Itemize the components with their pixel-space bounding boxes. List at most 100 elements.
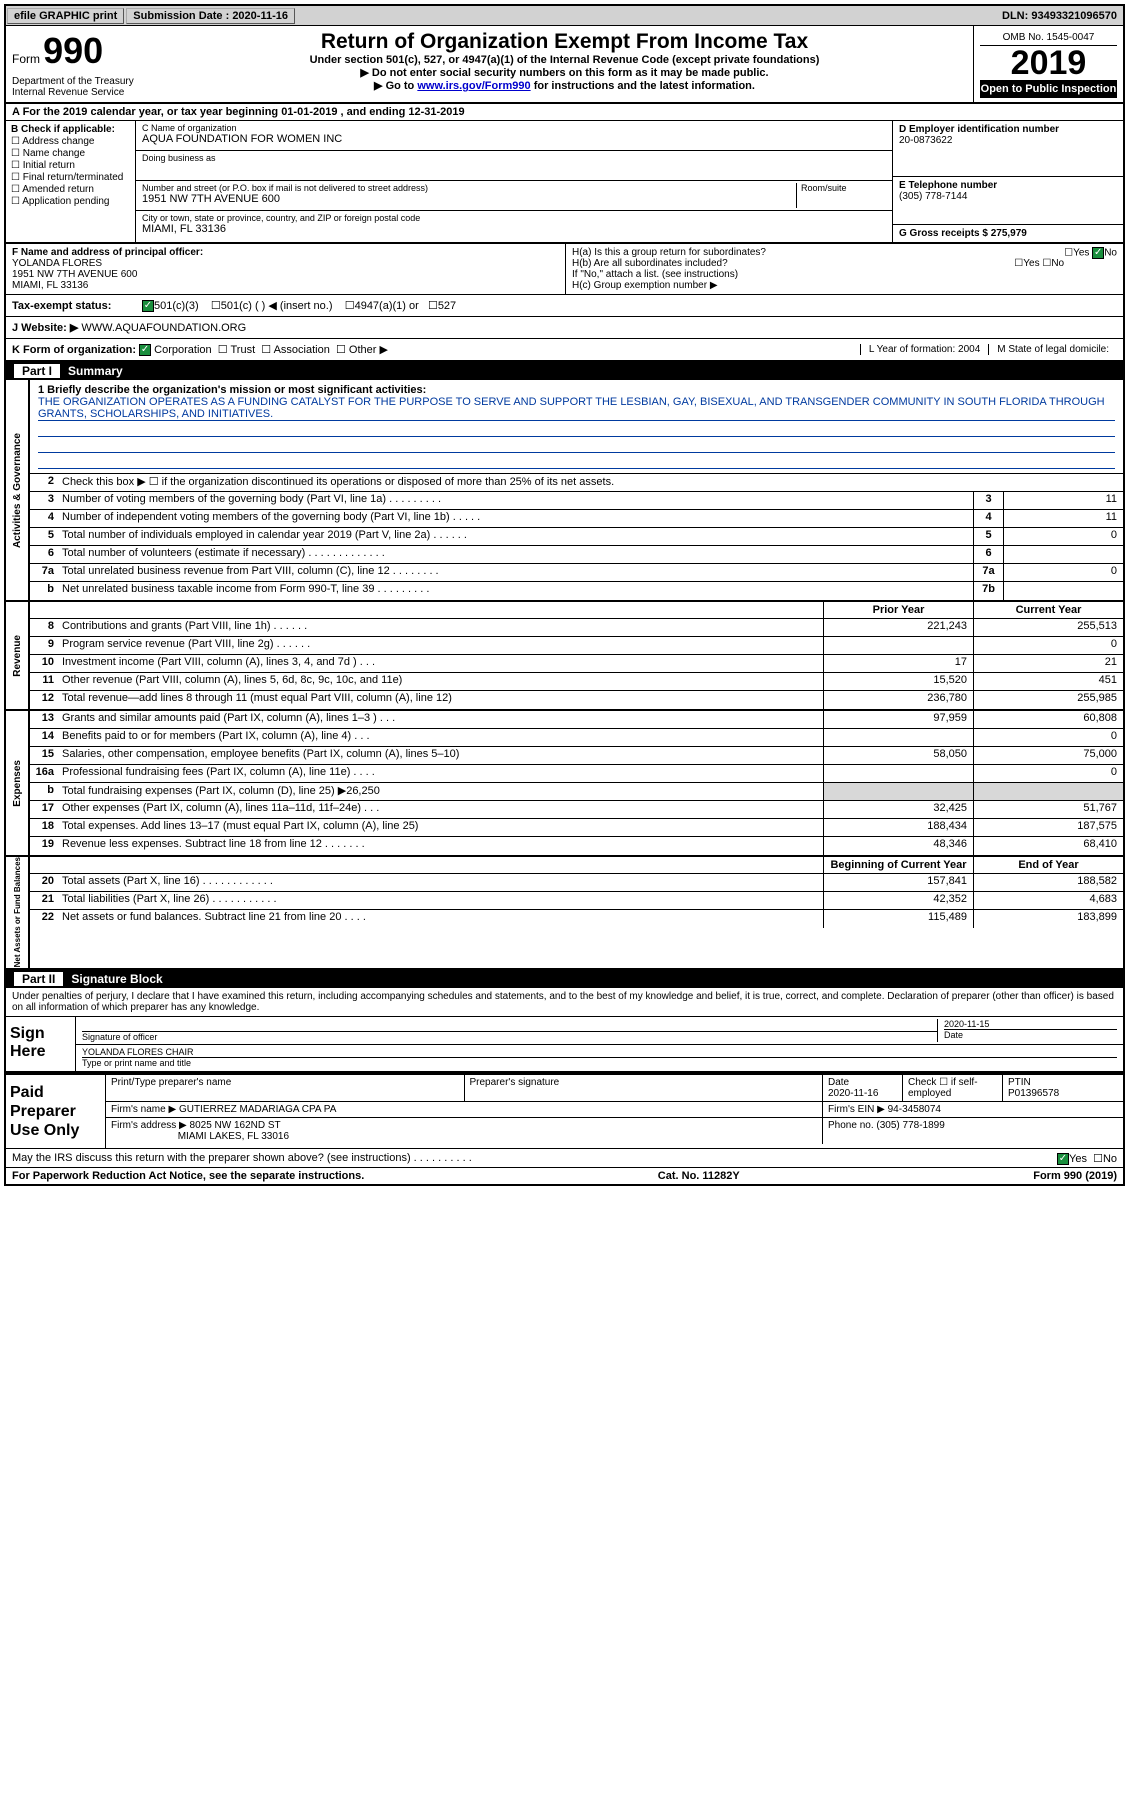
vtab-revenue: Revenue bbox=[6, 602, 30, 709]
hc-row: H(c) Group exemption number ▶ bbox=[572, 280, 1117, 291]
line-20: 20Total assets (Part X, line 16) . . . .… bbox=[30, 874, 1123, 892]
cb-amended[interactable]: ☐ Amended return bbox=[11, 184, 130, 195]
line-7a: 7aTotal unrelated business revenue from … bbox=[30, 564, 1123, 582]
mission-label: 1 Briefly describe the organization's mi… bbox=[38, 384, 1115, 396]
firm-name-cell: Firm's name ▶ GUTIERREZ MADARIAGA CPA PA bbox=[106, 1102, 823, 1117]
addr-row: Number and street (or P.O. box if mail i… bbox=[136, 181, 892, 211]
ha-label: H(a) Is this a group return for subordin… bbox=[572, 247, 766, 258]
end-year-header: End of Year bbox=[973, 857, 1123, 873]
hb-note: If "No," attach a list. (see instruction… bbox=[572, 269, 1117, 280]
subtitle3-pre: ▶ Go to bbox=[374, 80, 417, 92]
prior-year-header: Prior Year bbox=[823, 602, 973, 618]
efile-button[interactable]: efile GRAPHIC print bbox=[7, 8, 124, 24]
preparer-label: Paid Preparer Use Only bbox=[6, 1075, 106, 1149]
col-header: Prior Year Current Year bbox=[30, 602, 1123, 619]
street-address: 1951 NW 7TH AVENUE 600 bbox=[142, 193, 796, 205]
titlebar: Form 990 Department of the Treasury Inte… bbox=[6, 26, 1123, 104]
line-19: 19Revenue less expenses. Subtract line 1… bbox=[30, 837, 1123, 855]
block-right: D Employer identification number 20-0873… bbox=[893, 121, 1123, 242]
revenue-section: Revenue Prior Year Current Year 8Contrib… bbox=[6, 602, 1123, 711]
gross-cell: G Gross receipts $ 275,979 bbox=[893, 225, 1123, 242]
line-22: 22Net assets or fund balances. Subtract … bbox=[30, 910, 1123, 928]
block-f-label: F Name and address of principal officer: bbox=[12, 247, 559, 258]
cat-number: Cat. No. 11282Y bbox=[658, 1170, 740, 1182]
part1-header: Part I Summary bbox=[6, 362, 1123, 380]
website-row: J Website: ▶ WWW.AQUAFOUNDATION.ORG bbox=[6, 317, 1123, 339]
year-formation: L Year of formation: 2004 bbox=[860, 344, 988, 355]
line-17: 17Other expenses (Part IX, column (A), l… bbox=[30, 801, 1123, 819]
website-value: WWW.AQUAFOUNDATION.ORG bbox=[81, 322, 246, 334]
org-name: AQUA FOUNDATION FOR WOMEN INC bbox=[142, 133, 886, 145]
ts-o3: 4947(a)(1) or bbox=[355, 300, 419, 312]
ha-row: H(a) Is this a group return for subordin… bbox=[572, 247, 1117, 258]
officer-name: YOLANDA FLORES bbox=[12, 258, 559, 269]
form-number: 990 bbox=[43, 30, 103, 71]
cb-final[interactable]: ☐ Final return/terminated bbox=[11, 172, 130, 183]
check-icon: ✓ bbox=[139, 344, 151, 356]
part1-num: Part I bbox=[14, 364, 60, 378]
line-18: 18Total expenses. Add lines 13–17 (must … bbox=[30, 819, 1123, 837]
form-word: Form bbox=[12, 52, 40, 66]
room-label: Room/suite bbox=[801, 183, 886, 193]
prep-row-2: Firm's name ▶ GUTIERREZ MADARIAGA CPA PA… bbox=[106, 1102, 1123, 1118]
title-right: OMB No. 1545-0047 2019 Open to Public In… bbox=[973, 26, 1123, 102]
line-21: 21Total liabilities (Part X, line 26) . … bbox=[30, 892, 1123, 910]
dba-row: Doing business as bbox=[136, 151, 892, 181]
blank-line bbox=[38, 453, 1115, 469]
tax-year: 2019 bbox=[980, 46, 1117, 80]
officer-name-value: YOLANDA FLORES CHAIR bbox=[82, 1047, 1117, 1057]
cb-name-change[interactable]: ☐ Name change bbox=[11, 148, 130, 159]
form-of-org-row: K Form of organization: ✓ Corporation ☐ … bbox=[6, 339, 1123, 362]
ts-o1: 501(c)(3) bbox=[154, 300, 199, 312]
footer: For Paperwork Reduction Act Notice, see … bbox=[6, 1167, 1123, 1184]
officer-addr2: MIAMI, FL 33136 bbox=[12, 280, 559, 291]
ein-value: 20-0873622 bbox=[899, 135, 1117, 146]
form990-link[interactable]: www.irs.gov/Form990 bbox=[417, 80, 530, 92]
prep-sig-label: Preparer's signature bbox=[465, 1075, 824, 1101]
hb-row: H(b) Are all subordinates included? ☐Yes… bbox=[572, 258, 1117, 269]
header-grid: B Check if applicable: ☐ Address change … bbox=[6, 121, 1123, 244]
check-icon: ✓ bbox=[1092, 247, 1104, 259]
topbar: efile GRAPHIC print Submission Date : 20… bbox=[6, 6, 1123, 26]
department: Department of the Treasury Internal Reve… bbox=[12, 76, 150, 98]
block-h: H(a) Is this a group return for subordin… bbox=[566, 244, 1123, 294]
org-name-row: C Name of organization AQUA FOUNDATION F… bbox=[136, 121, 892, 151]
line-11: 11Other revenue (Part VIII, column (A), … bbox=[30, 673, 1123, 691]
cb-addr-change[interactable]: ☐ Address change bbox=[11, 136, 130, 147]
submission-button[interactable]: Submission Date : 2020-11-16 bbox=[126, 8, 295, 24]
line-5: 5Total number of individuals employed in… bbox=[30, 528, 1123, 546]
vtab-expenses: Expenses bbox=[6, 711, 30, 855]
cb-initial[interactable]: ☐ Initial return bbox=[11, 160, 130, 171]
date-label: Date bbox=[944, 1029, 1117, 1040]
preparer-section: Paid Preparer Use Only Print/Type prepar… bbox=[6, 1073, 1123, 1149]
part2-title: Signature Block bbox=[71, 972, 162, 986]
firm-addr-cell: Firm's address ▶ 8025 NW 162ND ST MIAMI … bbox=[106, 1118, 823, 1144]
line-15: 15Salaries, other compensation, employee… bbox=[30, 747, 1123, 765]
firm-ein-cell: Firm's EIN ▶ 94-3458074 bbox=[823, 1102, 1123, 1117]
cb-pending[interactable]: ☐ Application pending bbox=[11, 196, 130, 207]
netassets-section: Net Assets or Fund Balances Beginning of… bbox=[6, 857, 1123, 969]
check-icon: ✓ bbox=[142, 300, 154, 312]
prep-row-1: Print/Type preparer's name Preparer's si… bbox=[106, 1075, 1123, 1102]
line-7b: bNet unrelated business taxable income f… bbox=[30, 582, 1123, 600]
ts-o2: 501(c) ( ) ◀ (insert no.) bbox=[221, 299, 333, 312]
sig-date-value: 2020-11-15 bbox=[944, 1019, 1117, 1029]
line-2: 2Check this box ▶ ☐ if the organization … bbox=[30, 474, 1123, 492]
phone-cell: E Telephone number (305) 778-7144 bbox=[893, 177, 1123, 225]
part2-header: Part II Signature Block bbox=[6, 970, 1123, 988]
line-6: 6Total number of volunteers (estimate if… bbox=[30, 546, 1123, 564]
declaration-text: Under penalties of perjury, I declare th… bbox=[6, 988, 1123, 1016]
block-b-label: B Check if applicable: bbox=[11, 124, 130, 135]
name-label: C Name of organization bbox=[142, 123, 886, 133]
blank-line bbox=[38, 421, 1115, 437]
dln-label: DLN: 93493321096570 bbox=[996, 10, 1123, 22]
line-9: 9Program service revenue (Part VIII, lin… bbox=[30, 637, 1123, 655]
current-year-header: Current Year bbox=[973, 602, 1123, 618]
phone-value: (305) 778-7144 bbox=[899, 191, 1117, 202]
type-name-label: Type or print name and title bbox=[82, 1057, 1117, 1068]
subtitle3: ▶ Go to www.irs.gov/Form990 for instruct… bbox=[162, 79, 967, 92]
title-center: Return of Organization Exempt From Incom… bbox=[156, 26, 973, 102]
self-employed-cell: Check ☐ if self-employed bbox=[903, 1075, 1003, 1101]
officer-name-row: YOLANDA FLORES CHAIR Type or print name … bbox=[76, 1045, 1123, 1071]
line-16b: bTotal fundraising expenses (Part IX, co… bbox=[30, 783, 1123, 801]
